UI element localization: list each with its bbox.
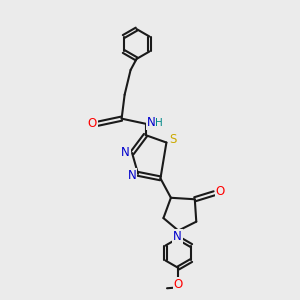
- Text: N: N: [173, 230, 182, 243]
- Text: H: H: [155, 118, 163, 128]
- Text: S: S: [169, 133, 177, 146]
- Text: O: O: [215, 185, 225, 198]
- Text: N: N: [121, 146, 130, 159]
- Text: O: O: [88, 117, 97, 130]
- Text: N: N: [128, 169, 136, 182]
- Text: O: O: [174, 278, 183, 291]
- Text: N: N: [146, 116, 155, 129]
